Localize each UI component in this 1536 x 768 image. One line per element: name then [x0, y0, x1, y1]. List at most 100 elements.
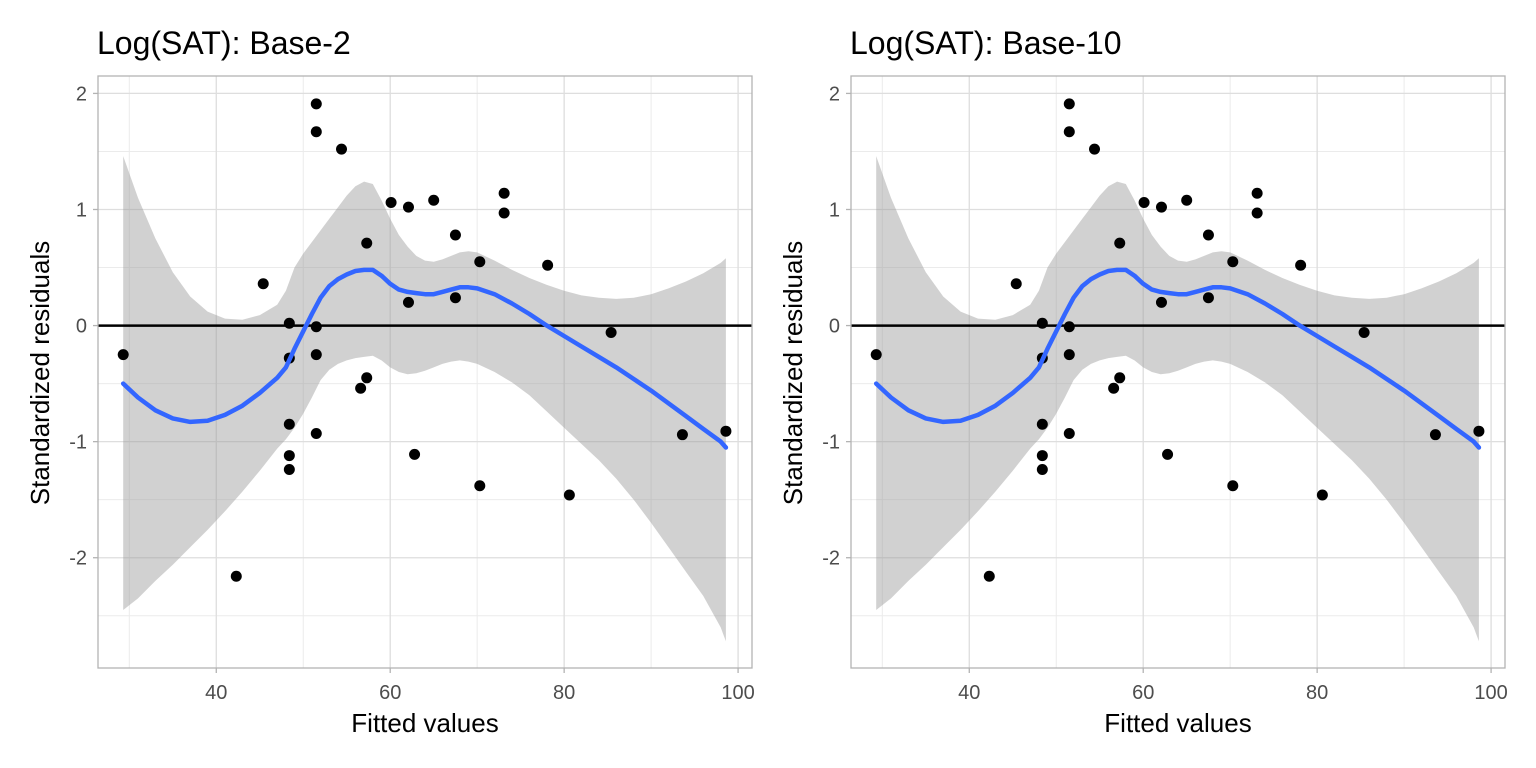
data-point — [1227, 256, 1239, 268]
data-point — [336, 143, 348, 155]
data-point — [1010, 278, 1022, 290]
data-point — [1036, 464, 1048, 476]
data-point — [402, 296, 414, 308]
plot-panel-base2: Log(SAT): Base-2 Fitted values Standardi… — [25, 25, 755, 738]
data-point — [1429, 429, 1441, 441]
data-point — [385, 197, 397, 209]
data-point — [355, 382, 367, 394]
confidence-band — [123, 156, 726, 642]
x-tick-label: 100 — [721, 682, 754, 704]
plot-background — [851, 76, 1505, 668]
data-point — [1295, 259, 1307, 271]
data-point — [449, 292, 461, 304]
data-point — [1063, 349, 1075, 361]
x-tick-label: 80 — [1306, 682, 1328, 704]
data-point — [1155, 296, 1167, 308]
x-tick-label: 60 — [379, 682, 401, 704]
residual-chart-base2: Log(SAT): Base-2 Fitted values Standardi… — [25, 25, 755, 738]
plot-border — [97, 75, 753, 669]
data-point — [1473, 425, 1485, 437]
data-point — [1181, 194, 1193, 206]
y-tick-label: 0 — [76, 316, 87, 338]
x-tick-label: 40 — [205, 682, 227, 704]
data-point — [1063, 321, 1075, 333]
data-point — [402, 201, 414, 213]
x-tick-label: 60 — [1132, 682, 1154, 704]
y-tick-label: 2 — [829, 83, 840, 105]
x-axis-title: Fitted values — [1104, 708, 1251, 738]
data-point — [1063, 98, 1075, 110]
plot-border — [850, 75, 1506, 669]
data-point — [720, 425, 732, 437]
x-tick-label: 80 — [553, 682, 575, 704]
data-point — [310, 98, 322, 110]
chart-title: Log(SAT): Base-10 — [850, 25, 1122, 61]
data-point — [870, 349, 882, 361]
data-point — [230, 570, 242, 582]
data-point — [498, 207, 510, 219]
plot-area: 40 60 80 100 -2 -1 0 1 2 — [69, 75, 755, 704]
data-point — [542, 259, 554, 271]
data-point — [983, 570, 995, 582]
data-point — [1108, 382, 1120, 394]
data-point — [310, 428, 322, 440]
loess-smooth-line — [120, 267, 729, 450]
data-point — [474, 480, 486, 492]
data-point — [563, 489, 575, 501]
data-point — [310, 349, 322, 361]
data-point — [1358, 327, 1370, 339]
x-axis-title: Fitted values — [351, 708, 498, 738]
data-point — [1036, 418, 1048, 430]
confidence-band — [876, 156, 1479, 642]
chart-title: Log(SAT): Base-2 — [97, 25, 351, 61]
data-point — [605, 327, 617, 339]
data-point — [283, 464, 295, 476]
plot-panel-base10: Log(SAT): Base-10 Fitted values Standard… — [753, 0, 1521, 768]
data-point — [498, 187, 510, 199]
plot-background — [98, 76, 752, 668]
y-axis-title: Standardized residuals — [778, 241, 808, 506]
data-point — [1089, 143, 1101, 155]
x-tick-label: 40 — [958, 682, 980, 704]
data-point — [1227, 480, 1239, 492]
data-point — [1316, 489, 1328, 501]
data-point — [676, 429, 688, 441]
data-point — [1114, 237, 1126, 249]
data-point — [1202, 292, 1214, 304]
y-tick-label: 2 — [76, 83, 87, 105]
data-point — [283, 317, 295, 329]
data-point — [1138, 197, 1150, 209]
plot-area: 40 60 80 100 -2 -1 0 1 2 — [822, 75, 1508, 704]
y-tick-label: 0 — [829, 316, 840, 338]
data-point — [283, 418, 295, 430]
y-tick-label: 1 — [829, 199, 840, 221]
data-point — [1063, 126, 1075, 138]
data-point — [1251, 207, 1263, 219]
data-point — [117, 349, 129, 361]
data-point — [1155, 201, 1167, 213]
data-point — [361, 372, 373, 384]
data-point — [1251, 187, 1263, 199]
y-tick-label: -1 — [69, 432, 87, 454]
y-axis-title: Standardized residuals — [25, 241, 55, 506]
y-tick-label: -2 — [822, 548, 840, 570]
data-point — [257, 278, 269, 290]
y-tick-label: -1 — [822, 432, 840, 454]
data-point — [310, 126, 322, 138]
y-tick-label: 1 — [76, 199, 87, 221]
data-point — [1036, 317, 1048, 329]
data-point — [428, 194, 440, 206]
data-point — [283, 450, 295, 462]
x-tick-label: 100 — [1474, 682, 1507, 704]
data-point — [449, 229, 461, 241]
data-point — [361, 237, 373, 249]
data-point — [310, 321, 322, 333]
loess-smooth-line — [873, 267, 1482, 450]
residual-chart-base10: Log(SAT): Base-10 Fitted values Standard… — [778, 25, 1508, 738]
y-tick-label: -2 — [69, 548, 87, 570]
data-point — [1063, 428, 1075, 440]
data-point — [474, 256, 486, 268]
data-point — [409, 448, 421, 460]
data-point — [1036, 450, 1048, 462]
data-point — [1202, 229, 1214, 241]
